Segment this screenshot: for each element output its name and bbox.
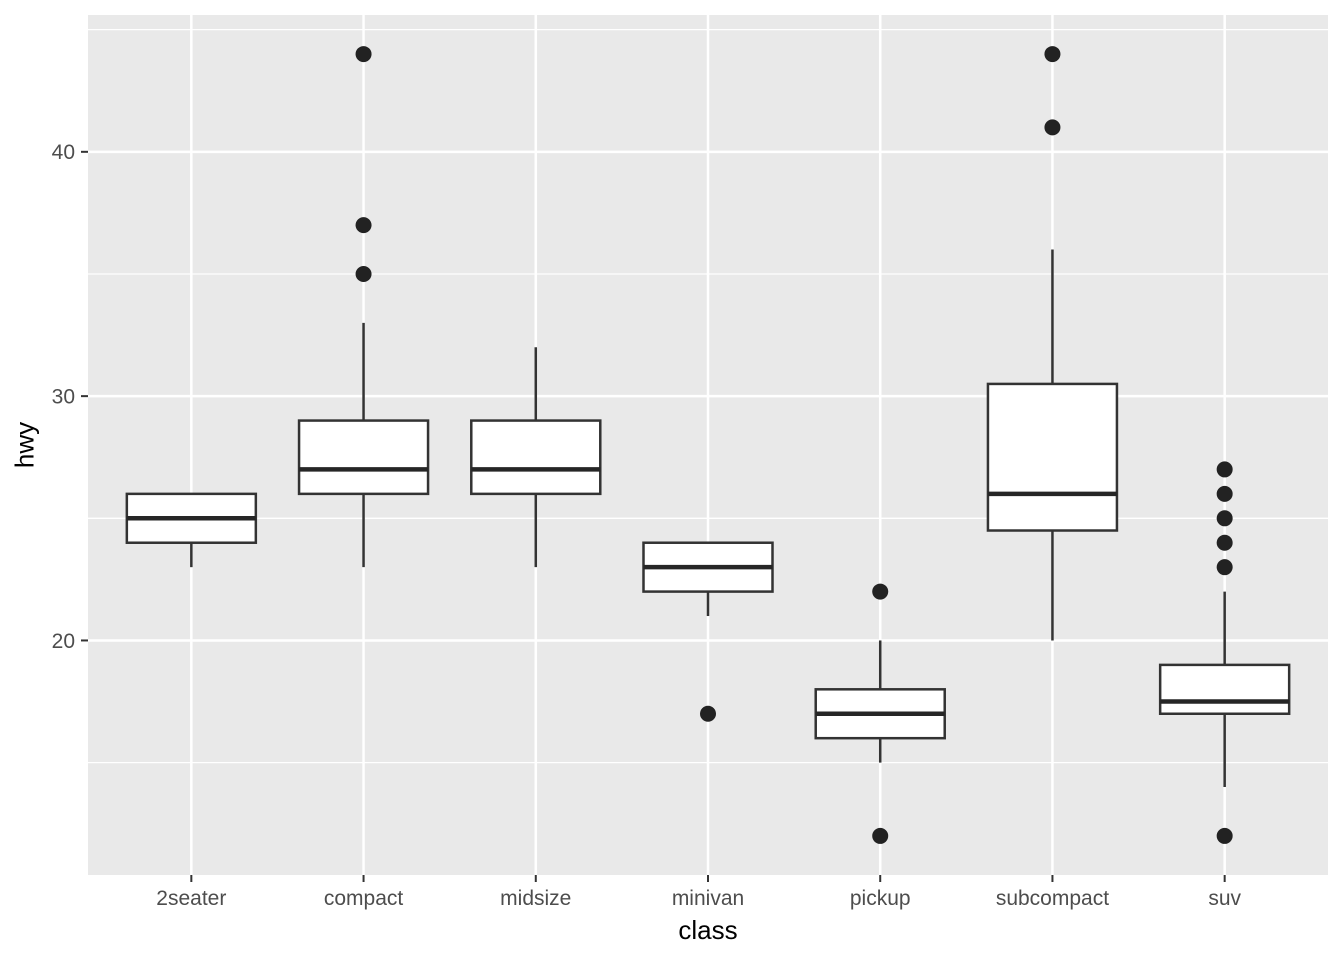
iqr-box <box>297 419 430 496</box>
outlier-dot <box>1216 827 1233 844</box>
x-axis-title: class <box>678 915 738 945</box>
x-tick-label: suv <box>1208 887 1241 910</box>
x-tick-label: midsize <box>500 887 571 910</box>
outlier-dot <box>355 217 372 234</box>
boxplot-minivan <box>642 541 774 722</box>
y-axis-title: hwy <box>9 421 40 469</box>
outlier-dot <box>355 46 372 63</box>
y-tick-label: 40 <box>52 141 75 164</box>
outlier-dot <box>1216 534 1233 551</box>
outlier-dot <box>872 827 889 844</box>
outlier-dot <box>700 705 716 722</box>
outlier-dot <box>1216 510 1233 527</box>
boxplot-subcompact <box>986 46 1119 641</box>
iqr-box <box>470 419 602 496</box>
boxplot-midsize <box>470 347 602 568</box>
x-tick-label: compact <box>324 887 404 910</box>
y-tick-label: 20 <box>52 630 75 653</box>
outlier-dot <box>1216 461 1233 478</box>
outlier-dot <box>1216 485 1233 502</box>
outlier-dot <box>872 583 889 600</box>
boxplot-compact <box>297 46 430 568</box>
outlier-dot <box>1044 119 1061 136</box>
iqr-box <box>1158 663 1291 715</box>
y-tick-label: 30 <box>52 385 75 408</box>
x-tick-label: 2seater <box>156 887 226 910</box>
boxplot-pickup <box>814 583 946 844</box>
outlier-dot <box>1216 559 1233 576</box>
x-tick-label: minivan <box>672 887 744 910</box>
boxplot-2seater <box>125 492 258 568</box>
x-tick-label: subcompact <box>996 887 1109 910</box>
x-tick-label: pickup <box>850 887 911 910</box>
outlier-dot <box>355 265 372 282</box>
outlier-dot <box>1044 46 1061 63</box>
iqr-box <box>986 382 1119 532</box>
boxplot-suv <box>1158 461 1291 844</box>
